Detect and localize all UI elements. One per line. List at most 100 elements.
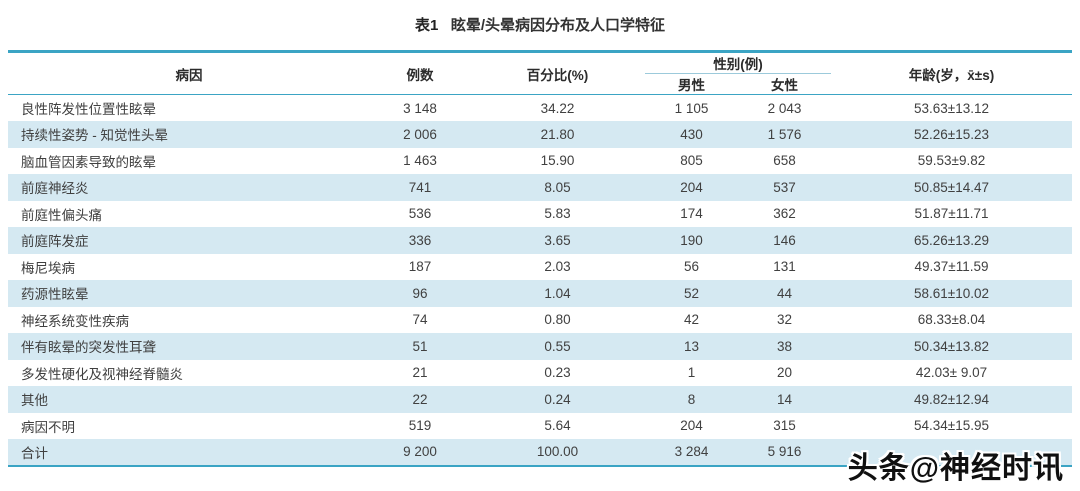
cell-age: 65.26±13.29 [914,232,989,248]
cell-cases: 336 [408,232,432,248]
cell-cases: 74 [412,312,428,328]
cell-male: 1 [687,365,696,381]
cell-cases: 519 [408,418,432,434]
cell-female: 44 [776,285,793,301]
table-row: 其他 22 0.24 8 14 49.82±12.94 [8,386,1072,413]
cell-age: 68.33±8.04 [917,312,986,328]
cell-male: 1 105 [674,100,709,116]
col-header-etiology: 病因 [8,51,370,95]
cell-cases: 21 [412,365,428,381]
cell-cases: 187 [408,259,432,275]
cell-percent: 5.83 [544,206,571,222]
cell-percent: 34.22 [540,100,575,116]
cell-etiology: 药源性眩晕 [21,287,89,303]
col-header-age: 年龄(岁，x̄±s) [831,51,1072,95]
cell-male: 174 [680,206,703,222]
cell-female: 131 [773,259,796,275]
table-row: 伴有眩晕的突发性耳聋 51 0.55 13 38 50.34±13.82 [8,333,1072,360]
table-header: 病因 例数 百分比(%) 性别(例) 年龄(岁，x̄±s) 男性 女性 [8,51,1072,95]
cell-cases: 51 [412,338,428,354]
cell-age: 49.82±12.94 [914,391,989,407]
cell-etiology: 病因不明 [21,419,75,435]
etiology-table: 病因 例数 百分比(%) 性别(例) 年龄(岁，x̄±s) 男性 女性 良性阵发… [8,50,1072,467]
cell-percent: 100.00 [536,444,579,460]
table-row: 病因不明 519 5.64 204 315 54.34±15.95 [8,413,1072,440]
table-title: 表1 眩晕/头晕病因分布及人口学特征 [0,0,1080,36]
cell-etiology: 合计 [21,445,48,461]
cell-female: 38 [776,338,793,354]
cell-age: 42.03± 9.07 [915,365,988,381]
cell-female: 1 576 [767,126,802,142]
table-row: 脑血管因素导致的眩晕 1 463 15.90 805 658 59.53±9.82 [8,148,1072,175]
cell-percent: 0.80 [544,312,571,328]
cell-age: 54.34±15.95 [914,418,989,434]
cell-age: 50.34±13.82 [914,338,989,354]
cell-etiology: 前庭阵发症 [21,234,89,250]
col-header-gender-group: 性别(例) [645,51,831,74]
cell-percent: 2.03 [544,259,571,275]
cell-female: 2 043 [767,100,802,116]
cell-female: 362 [773,206,796,222]
cell-female: 20 [776,365,793,381]
cell-age: 58.61±10.02 [914,285,989,301]
cell-percent: 21.80 [540,126,575,142]
cell-cases: 1 463 [403,153,437,169]
table-body: 良性阵发性位置性眩晕 3 148 34.22 1 105 2 043 53.63±13.1… [8,95,1072,466]
cell-male: 8 [687,391,696,407]
table-row: 良性阵发性位置性眩晕 3 148 34.22 1 105 2 043 53.63±13.1… [8,95,1072,122]
cell-age: 59.53±9.82 [917,153,986,169]
cell-etiology: 梅尼埃病 [21,260,75,276]
col-header-female: 女性 [738,73,831,95]
cell-female: 14 [776,391,793,407]
table-row: 药源性眩晕 96 1.04 52 44 58.61±10.02 [8,280,1072,307]
cell-age: 53.63±13.12 [914,100,989,116]
cell-age: 52.26±15.23 [914,126,989,142]
cell-male: 13 [683,338,700,354]
cell-percent: 15.90 [540,153,575,169]
table-row: 前庭阵发症 336 3.65 190 146 65.26±13.29 [8,227,1072,254]
cell-male: 805 [680,153,703,169]
table-row: 神经系统变性疾病 74 0.80 42 32 68.33±8.04 [8,307,1072,334]
cell-percent: 1.04 [544,285,571,301]
cell-cases: 3 148 [403,100,437,116]
cell-age [831,439,1072,466]
cell-etiology: 前庭神经炎 [21,181,89,197]
table-row: 前庭神经炎 741 8.05 204 537 50.85±14.47 [8,174,1072,201]
table-row: 合计 9 200 100.00 3 284 5 916 [8,439,1072,466]
table-number-label: 表1 [414,17,439,34]
table-row: 梅尼埃病 187 2.03 56 131 49.37±11.59 [8,254,1072,281]
cell-cases: 741 [408,179,432,195]
cell-male: 204 [680,418,703,434]
cell-cases: 2 006 [403,126,437,142]
cell-percent: 0.24 [544,391,571,407]
cell-cases: 9 200 [403,444,437,460]
col-header-cases: 例数 [370,51,470,95]
col-header-male: 男性 [645,73,738,95]
cell-male: 430 [680,126,703,142]
cell-etiology: 伴有眩晕的突发性耳聋 [21,340,156,356]
table-row: 前庭性偏头痛 536 5.83 174 362 51.87±11.71 [8,201,1072,228]
cell-female: 315 [773,418,796,434]
cell-female: 146 [773,232,796,248]
cell-percent: 5.64 [544,418,571,434]
cell-percent: 8.05 [544,179,571,195]
cell-male: 3 284 [674,444,709,460]
cell-male: 204 [680,179,703,195]
cell-age: 50.85±14.47 [914,179,989,195]
cell-etiology: 脑血管因素导致的眩晕 [21,154,156,170]
cell-percent: 0.23 [544,365,571,381]
cell-male: 52 [683,285,700,301]
cell-percent: 3.65 [544,232,571,248]
cell-female: 5 916 [767,444,802,460]
col-header-percent: 百分比(%) [470,51,645,95]
table-title-text: 眩晕/头晕病因分布及人口学特征 [450,17,666,34]
cell-female: 658 [773,153,796,169]
cell-age: 49.37±11.59 [914,259,989,275]
cell-male: 190 [680,232,703,248]
cell-age: 51.87±11.71 [914,206,989,222]
table-row: 持续性姿势 - 知觉性头晕 2 006 21.80 430 1 576 52.26±15.… [8,121,1072,148]
cell-cases: 22 [412,391,428,407]
cell-etiology: 其他 [21,393,48,409]
cell-etiology: 持续性姿势 - 知觉性头晕 [21,128,168,144]
